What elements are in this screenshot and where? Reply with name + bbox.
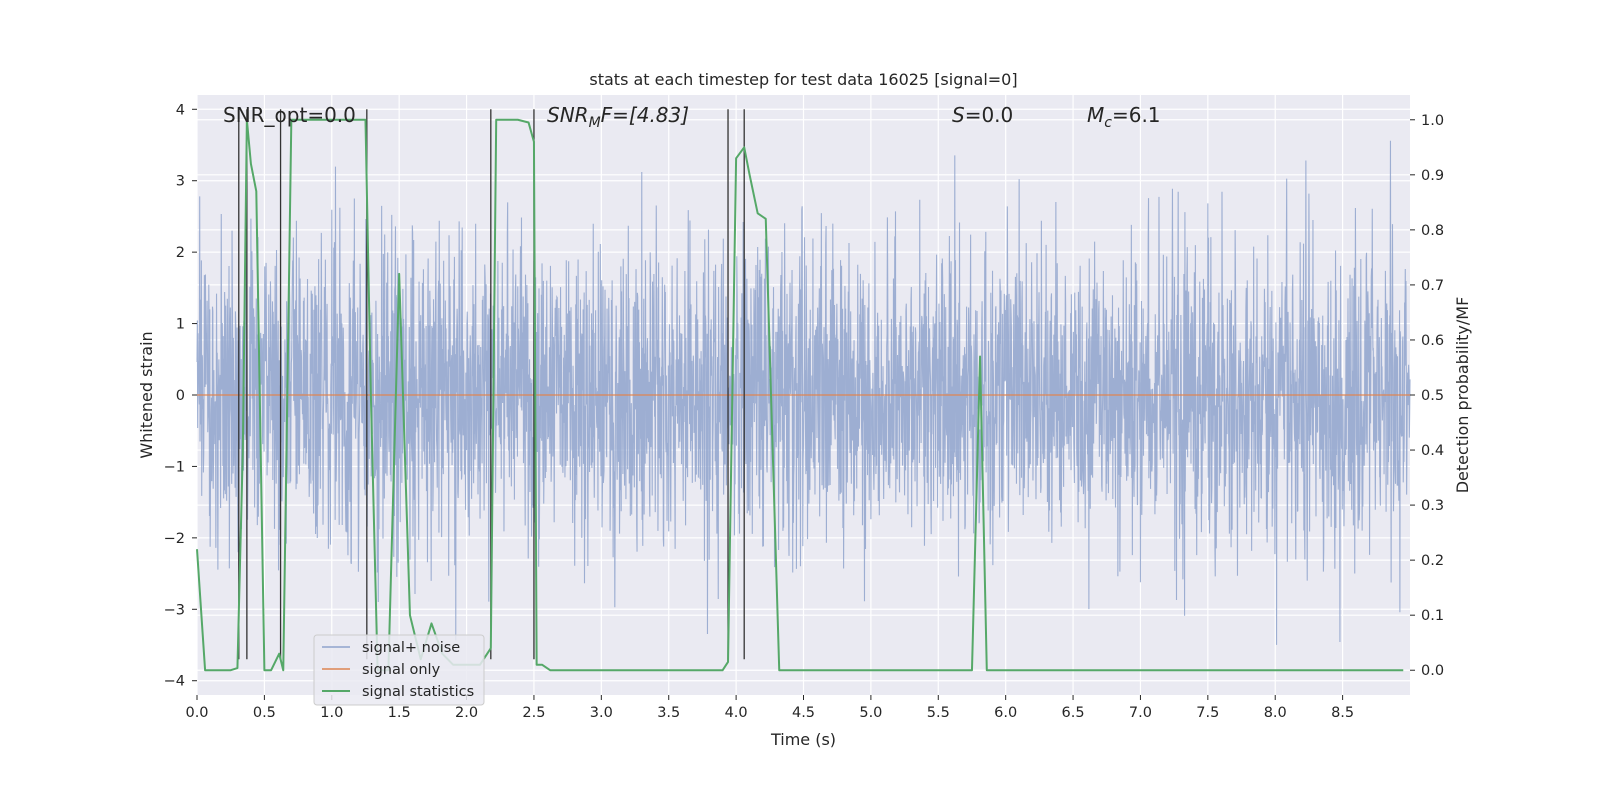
annotation-mc-base: M (1087, 103, 1104, 127)
x-tick-label: 3.5 (657, 705, 680, 721)
legend-label: signal+ noise (362, 640, 460, 656)
noise-series (196, 140, 1411, 645)
x-tick-label: 8.5 (1331, 705, 1354, 721)
annotation-mc-val: =6.1 (1112, 103, 1161, 127)
signal-statistics-series (196, 118, 1404, 672)
annotation-s-val: =0.0 (965, 103, 1014, 127)
annotation-snr-mf-rest: F=[4.83] (601, 103, 689, 127)
y-tick-label-left: −2 (164, 531, 185, 547)
annotation-snr-opt: SNR_opt=0.0 (223, 103, 356, 127)
y-tick-label-right: 0.7 (1421, 278, 1444, 294)
x-tick-label: 1.0 (320, 705, 343, 721)
legend-box (313, 634, 485, 706)
x-tick-label: 6.5 (1062, 705, 1085, 721)
legend-label: signal statistics (362, 684, 474, 700)
x-tick-label: 5.0 (859, 705, 882, 721)
x-tick-label: 2.5 (522, 705, 545, 721)
x-tick-label: 3.0 (590, 705, 613, 721)
x-tick-label: 7.0 (1129, 705, 1152, 721)
y-tick-label-right: 1.0 (1421, 113, 1444, 129)
annotation-s: S=0.0 (952, 103, 1013, 127)
legend: signal+ noise signal only signal statistic… (313, 634, 485, 706)
chart-title: stats at each timestep for test data 160… (589, 70, 1017, 89)
vertical-markers (238, 109, 745, 660)
y-tick-label-right: 0.6 (1421, 333, 1444, 349)
y-tick-label-left: 0 (176, 388, 185, 404)
y-axis-label-left: Whitened strain (137, 331, 156, 458)
x-tick-label: 0.0 (185, 705, 208, 721)
y-tick-label-right: 0.8 (1421, 223, 1444, 239)
signal-statistics-line (196, 118, 1404, 672)
y-tick-label-left: 4 (176, 102, 185, 118)
y-tick-label-left: −3 (164, 602, 185, 618)
annotation-s-var: S (952, 103, 965, 127)
y-tick-label-right: 0.3 (1421, 498, 1444, 514)
ticks: 0.0 0.5 1.0 1.5 2.0 2.5 3.0 3.5 4.0 4.5 5.0 5.5 6.0 6… (164, 102, 1444, 721)
annotation-snr-mf-base: SNR (547, 103, 589, 127)
annotation-snr-mf-sub: M (589, 115, 601, 131)
y-tick-label-left: −4 (164, 674, 185, 690)
y-tick-label-right: 0.2 (1421, 553, 1444, 569)
y-tick-label-right: 0.5 (1421, 388, 1444, 404)
annotation-mc: Mc=6.1 (1087, 103, 1161, 131)
annotation-snr-mf: SNRMF=[4.83] (547, 103, 689, 131)
y-tick-label-right: 0.1 (1421, 608, 1444, 624)
annotations: SNR_opt=0.0 SNRMF=[4.83] S=0.0 Mc=6.1 (223, 103, 1161, 131)
x-tick-label: 2.0 (455, 705, 478, 721)
x-tick-label: 1.5 (388, 705, 411, 721)
x-tick-label: 8.0 (1264, 705, 1287, 721)
annotation-mc-sub: c (1104, 115, 1112, 131)
y-tick-label-left: 1 (176, 317, 185, 333)
legend-label: signal only (362, 662, 441, 678)
x-tick-label: 5.5 (927, 705, 950, 721)
x-tick-label: 4.5 (792, 705, 815, 721)
x-tick-label: 4.0 (725, 705, 748, 721)
signal-noise-line (196, 140, 1411, 645)
x-tick-label: 0.5 (253, 705, 276, 721)
y-axis-label-right: Detection probability/MF (1453, 297, 1472, 494)
y-tick-label-right: 0.9 (1421, 168, 1444, 184)
y-tick-label-left: 2 (176, 245, 185, 261)
y-tick-label-right: 0.0 (1421, 663, 1444, 679)
x-tick-label: 7.5 (1196, 705, 1219, 721)
y-tick-label-left: 3 (176, 174, 185, 190)
x-tick-label: 6.0 (994, 705, 1017, 721)
x-axis-label: Time (s) (770, 730, 836, 749)
y-tick-label-left: −1 (164, 459, 185, 475)
y-tick-label-right: 0.4 (1421, 443, 1444, 459)
